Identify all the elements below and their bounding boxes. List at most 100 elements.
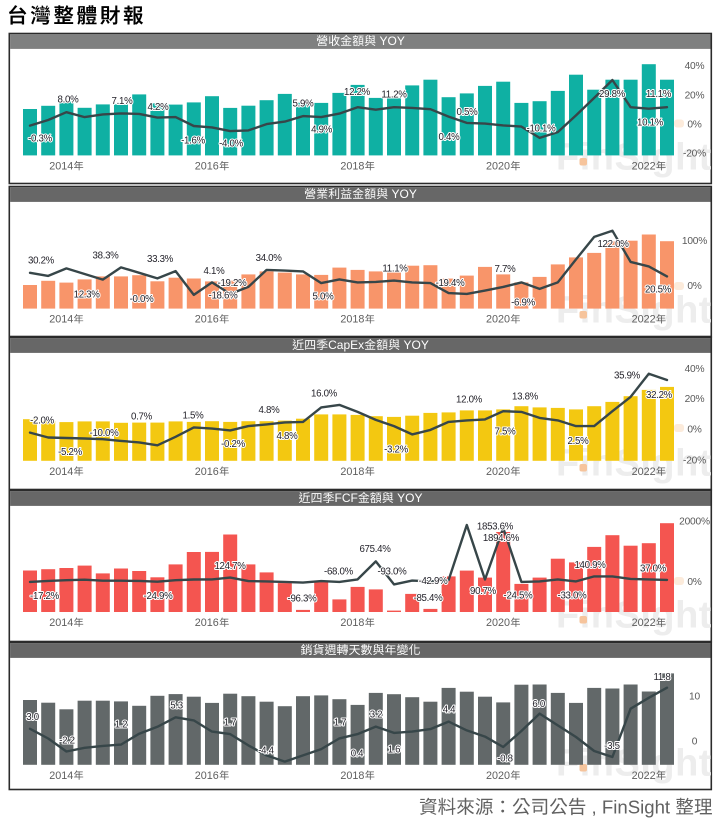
svg-text:-17.2%: -17.2% (30, 591, 60, 602)
svg-text:-4.0%: -4.0% (219, 139, 243, 150)
svg-text:35.9%: 35.9% (614, 371, 641, 382)
svg-text:2000%: 2000% (679, 516, 710, 527)
svg-text:10: 10 (689, 692, 700, 703)
svg-text:2022: 2022 (632, 161, 656, 173)
svg-text:3.0: 3.0 (26, 712, 39, 723)
svg-text:2020: 2020 (486, 466, 510, 478)
svg-text:FCF: FCF (335, 491, 358, 505)
svg-text:4.4: 4.4 (443, 705, 456, 716)
svg-text:29.8%: 29.8% (599, 89, 626, 100)
svg-text:12.0%: 12.0% (456, 395, 483, 406)
svg-text:CapEx: CapEx (328, 338, 364, 352)
svg-text:0: 0 (692, 736, 698, 747)
svg-text:8.0%: 8.0% (58, 95, 80, 106)
svg-text:2022: 2022 (632, 770, 656, 782)
svg-text:5.0%: 5.0% (313, 292, 335, 303)
svg-text:5.3: 5.3 (170, 701, 183, 712)
svg-text:5.9%: 5.9% (293, 99, 315, 110)
svg-text:4.9%: 4.9% (311, 125, 333, 136)
svg-text:-3.5: -3.5 (604, 741, 620, 752)
svg-text:2016: 2016 (195, 617, 219, 629)
svg-text:2014: 2014 (49, 770, 73, 782)
svg-text:-2.2: -2.2 (59, 735, 75, 746)
svg-text:10.1%: 10.1% (637, 118, 664, 129)
svg-text:2018: 2018 (340, 617, 364, 629)
svg-text:2022: 2022 (632, 466, 656, 478)
svg-text:12.2%: 12.2% (344, 87, 371, 98)
svg-text:-93.0%: -93.0% (378, 567, 408, 578)
svg-text:1.6: 1.6 (388, 744, 401, 755)
svg-text:-24.9%: -24.9% (144, 591, 174, 602)
svg-text:1.7: 1.7 (334, 718, 347, 729)
svg-text:6.0: 6.0 (532, 699, 545, 710)
svg-text:2014: 2014 (49, 617, 73, 629)
svg-text:-10.1%: -10.1% (527, 124, 557, 135)
svg-text:-10.0%: -10.0% (90, 428, 120, 439)
svg-text:-42.9%: -42.9% (419, 576, 449, 587)
svg-text:-68.0%: -68.0% (324, 567, 354, 578)
svg-text:0%: 0% (687, 281, 701, 292)
svg-text:7.7%: 7.7% (495, 264, 517, 275)
svg-text:11.1%: 11.1% (646, 89, 672, 100)
svg-text:-19.4%: -19.4% (436, 278, 466, 289)
svg-text:YOY: YOY (400, 338, 429, 352)
svg-text:2022: 2022 (632, 314, 656, 326)
svg-text:20.5%: 20.5% (645, 284, 672, 295)
svg-text:7.1%: 7.1% (112, 96, 134, 107)
svg-text:2022: 2022 (632, 617, 656, 629)
svg-text:YOY: YOY (376, 34, 405, 48)
svg-text:30.2%: 30.2% (28, 256, 55, 267)
svg-text:122.0%: 122.0% (597, 239, 629, 250)
svg-text:-0.8: -0.8 (497, 754, 513, 765)
svg-text:-18.6%: -18.6% (209, 291, 239, 302)
svg-text:0%: 0% (687, 425, 701, 436)
svg-text:1894.6%: 1894.6% (483, 533, 520, 544)
svg-text:1.2: 1.2 (115, 720, 128, 731)
svg-text:4.1%: 4.1% (204, 266, 226, 277)
svg-text:-20%: -20% (683, 149, 706, 160)
svg-text:140.9%: 140.9% (574, 560, 606, 571)
svg-text:-96.3%: -96.3% (288, 594, 318, 605)
svg-text:4.8%: 4.8% (259, 405, 281, 416)
svg-text:100%: 100% (682, 236, 707, 247)
svg-text:-0.2%: -0.2% (221, 439, 245, 450)
svg-text:-85.4%: -85.4% (414, 593, 444, 604)
svg-text:7.5%: 7.5% (495, 427, 517, 438)
svg-text:YOY: YOY (394, 491, 423, 505)
svg-text:YOY: YOY (388, 187, 417, 201)
svg-text:3.2: 3.2 (370, 710, 383, 721)
svg-text:-6.9%: -6.9% (511, 298, 535, 309)
svg-text:0.4%: 0.4% (439, 132, 461, 143)
svg-text:2018: 2018 (340, 770, 364, 782)
svg-text:38.3%: 38.3% (93, 251, 120, 262)
svg-text:124.7%: 124.7% (214, 561, 246, 572)
svg-text:2020: 2020 (486, 617, 510, 629)
svg-text:34.0%: 34.0% (256, 253, 283, 264)
svg-text:-5.2%: -5.2% (58, 447, 82, 458)
svg-text:2.5%: 2.5% (568, 436, 590, 447)
svg-text:-3.2%: -3.2% (384, 445, 408, 456)
svg-text:2014: 2014 (49, 466, 73, 478)
svg-text:-0.0%: -0.0% (130, 294, 154, 305)
svg-text:-24.5%: -24.5% (504, 591, 534, 602)
svg-text:2020: 2020 (486, 314, 510, 326)
svg-text:2016: 2016 (195, 161, 219, 173)
svg-text:-20%: -20% (683, 456, 706, 467)
svg-text:20%: 20% (685, 91, 705, 102)
svg-text:2016: 2016 (195, 770, 219, 782)
svg-text:12.3%: 12.3% (74, 290, 101, 301)
svg-text:20%: 20% (685, 394, 705, 405)
svg-text:2018: 2018 (340, 161, 364, 173)
svg-text:2018: 2018 (340, 466, 364, 478)
svg-text:33.3%: 33.3% (147, 254, 174, 265)
svg-text:0%: 0% (687, 120, 701, 131)
svg-text:90.7%: 90.7% (470, 586, 497, 597)
svg-text:-33.0%: -33.0% (558, 591, 588, 602)
svg-text:-1.6%: -1.6% (181, 136, 205, 147)
svg-text:32.2%: 32.2% (646, 390, 673, 401)
svg-text:2018: 2018 (340, 314, 364, 326)
svg-text:675.4%: 675.4% (359, 544, 391, 555)
svg-text:0.7%: 0.7% (131, 412, 153, 423)
svg-text:0%: 0% (687, 577, 701, 588)
svg-text:-19.2%: -19.2% (218, 278, 248, 289)
